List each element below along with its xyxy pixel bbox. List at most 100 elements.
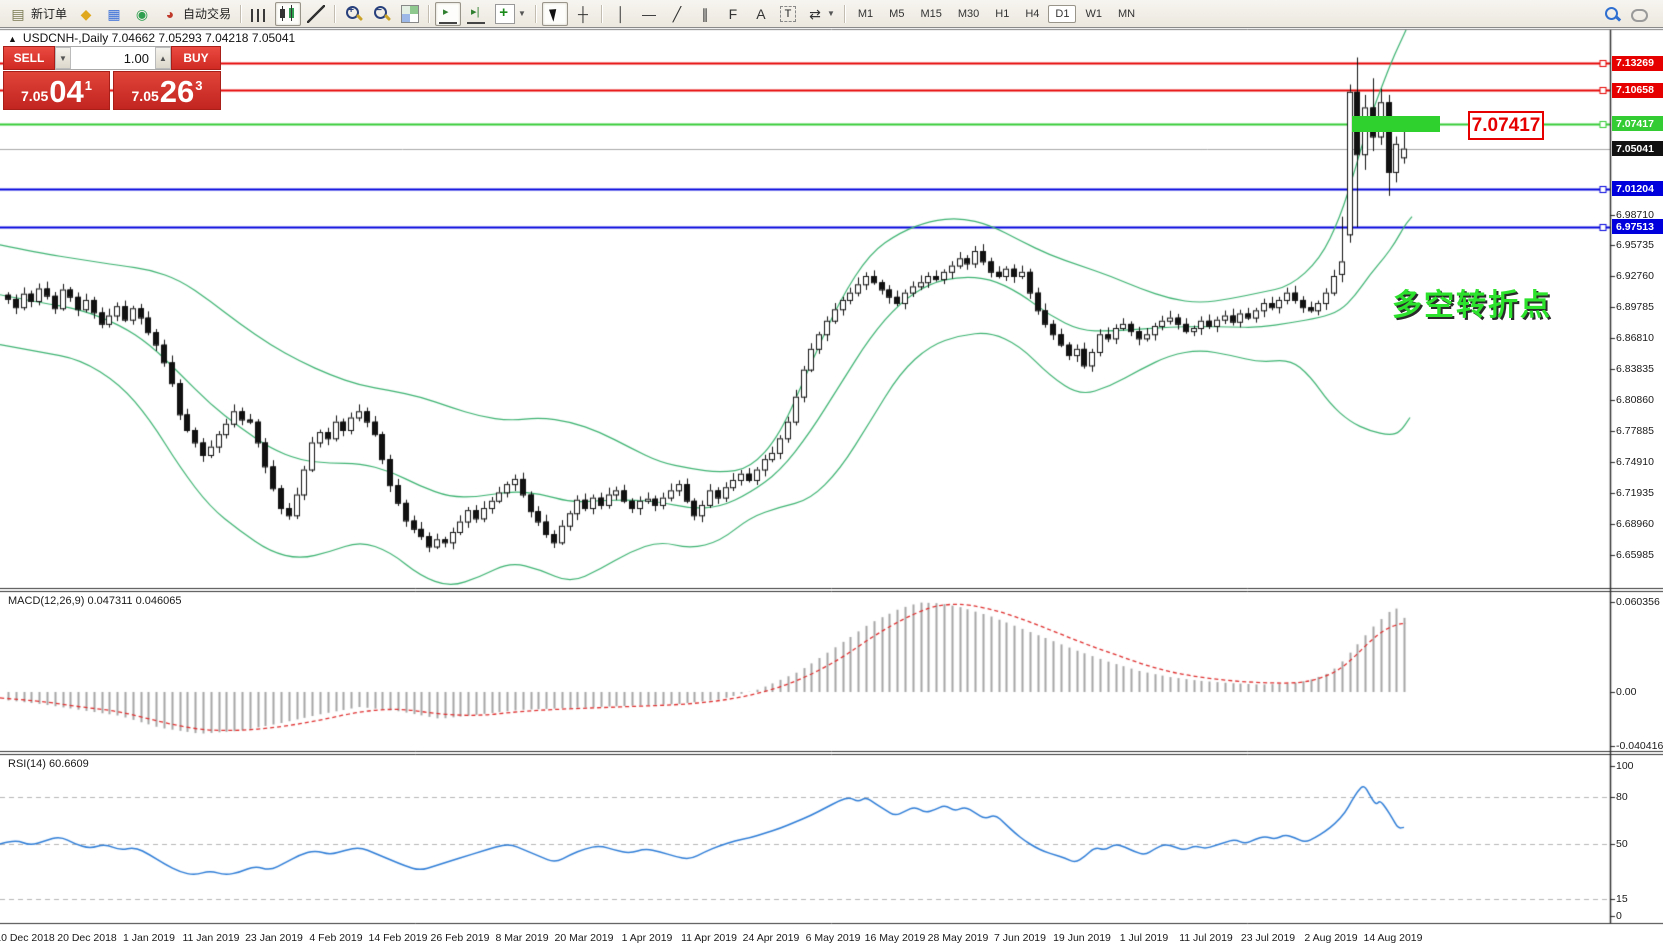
arrows-tool-button[interactable]: ⇄ ▼ <box>802 2 839 26</box>
price-axis-tick-label: 6.80860 <box>1616 394 1654 407</box>
macd-axis-label: -0.040416 <box>1616 740 1663 752</box>
candlestick-chart-button-glyph <box>279 4 298 23</box>
macd-axis-label: 0.060356 <box>1616 596 1660 608</box>
volume-decrease-button[interactable]: ▼ <box>55 47 71 69</box>
symbols-icon[interactable]: ◆ <box>73 2 99 26</box>
rsi-axis-label: 100 <box>1616 760 1634 772</box>
text-tool-button[interactable]: A <box>748 2 774 26</box>
hline-tool-button[interactable]: — <box>636 2 662 26</box>
price-axis-tick-label: 6.74910 <box>1616 456 1654 469</box>
date-axis-label: 20 Dec 2018 <box>57 932 117 944</box>
vline-tool-button[interactable]: │ <box>608 2 634 26</box>
timeframe-d1[interactable]: D1 <box>1048 4 1077 23</box>
price-axis-tick-label: 6.89785 <box>1616 301 1654 314</box>
rsi-axis-label: 50 <box>1616 838 1628 850</box>
symbol-period: USDCNH-,Daily <box>22 31 109 45</box>
crosshair-tool-button[interactable]: ┼ <box>570 2 596 26</box>
label-tool-button-glyph: T <box>779 6 796 22</box>
auto-scroll-button[interactable]: ▸ <box>435 1 462 26</box>
navigator-icon[interactable]: ◉ <box>129 2 155 26</box>
buy-price-sup: 3 <box>195 78 203 93</box>
new-order-button[interactable]: ▤ 新订单 <box>5 2 71 26</box>
data-window-icon[interactable]: ▦ <box>101 2 127 26</box>
toolbar-separator <box>600 4 603 23</box>
ohlc-open: 7.04662 <box>111 31 155 45</box>
date-axis-label: 6 May 2019 <box>805 932 861 944</box>
sell-price-small: 7.05 <box>21 88 49 104</box>
chat-icon[interactable] <box>1627 2 1652 26</box>
autotrading-button-glyph: ◕ <box>165 5 175 22</box>
highlight-zone <box>1352 116 1440 132</box>
zoom-out-button-glyph: − <box>373 5 392 23</box>
trendline-tool-button-glyph: ╱ <box>672 5 682 22</box>
date-axis-label: 8 Mar 2019 <box>495 932 549 944</box>
trendline-tool-button[interactable]: ╱ <box>664 2 690 26</box>
price-level-chip: 7.05041 <box>1612 141 1663 157</box>
cursor-tool-button[interactable] <box>541 1 568 26</box>
label-tool-button[interactable]: T <box>776 2 800 26</box>
navigator-icon-glyph: ◉ <box>135 5 149 22</box>
indicators-button[interactable]: + ▼ <box>491 2 530 26</box>
toolbar-separator <box>534 4 537 23</box>
channel-tool-button[interactable]: ∥ <box>692 2 718 26</box>
bar-chart-button[interactable] <box>247 2 273 26</box>
date-axis-label: 24 Apr 2019 <box>742 932 800 944</box>
timeframe-h1[interactable]: H1 <box>995 7 1010 20</box>
timeframe-m15[interactable]: M15 <box>920 7 942 20</box>
price-axis-tick-label: 6.86810 <box>1616 332 1654 345</box>
candlestick-chart-button[interactable] <box>275 1 302 26</box>
date-axis-label: 11 Jul 2019 <box>1179 932 1233 944</box>
date-axis-label: 11 Jan 2019 <box>182 932 240 944</box>
panel-collapse-arrow[interactable]: ▲ <box>8 34 17 44</box>
timeframe-h4[interactable]: H4 <box>1025 7 1040 20</box>
chart-shift-button-glyph: ▸| <box>467 4 486 24</box>
date-axis-label: 1 Apr 2019 <box>621 932 673 944</box>
buy-button[interactable]: BUY <box>171 46 221 70</box>
timeframe-w1[interactable]: W1 <box>1085 7 1102 20</box>
arrows-tool-button-glyph: ⇄ <box>809 5 821 22</box>
channel-tool-button-glyph: ∥ <box>701 5 709 22</box>
date-axis-label: 14 Feb 2019 <box>368 932 428 944</box>
cursor-tool-button-glyph <box>548 7 560 22</box>
date-axis-label: 19 Jun 2019 <box>1053 932 1111 944</box>
line-chart-button[interactable] <box>303 2 329 26</box>
zoom-out-button[interactable]: − <box>369 2 395 26</box>
price-axis-tick-label: 6.83835 <box>1616 363 1654 376</box>
buy-price[interactable]: 7.05 26 3 <box>113 71 221 110</box>
text-tool-button-glyph: A <box>756 5 766 22</box>
dropdown-arrow-icon[interactable]: ▼ <box>518 9 526 18</box>
fibonacci-tool-button[interactable]: F <box>720 2 746 26</box>
volume-input[interactable] <box>71 47 155 69</box>
price-axis-tick-label: 6.98710 <box>1616 208 1654 221</box>
line-chart-button-glyph <box>307 4 326 23</box>
timeframe-mn[interactable]: MN <box>1117 7 1136 20</box>
main-toolbar: ▤ 新订单 ◆ ▦ ◉ ◕ 自动交易 + − ▸ ▸| + ▼ ┼ │ — ╱ ∥ F A T ⇄ ▼ M1 M5 M15 M30 H… <box>0 0 1663 28</box>
rsi-axis-label: 80 <box>1616 791 1628 803</box>
autotrading-button[interactable]: ◕ 自动交易 <box>157 2 235 26</box>
price-axis-tick-label: 6.92760 <box>1616 270 1654 283</box>
zoom-in-button-glyph: + <box>345 5 364 23</box>
chart-shift-button[interactable]: ▸| <box>463 2 489 26</box>
price-axis-tick-label: 6.77885 <box>1616 425 1654 438</box>
timeframe-m1[interactable]: M1 <box>857 7 874 20</box>
tile-windows-button[interactable] <box>397 2 423 26</box>
volume-box: ▼ ▲ <box>55 46 171 70</box>
volume-increase-button[interactable]: ▲ <box>155 47 171 69</box>
zoom-in-button[interactable]: + <box>341 2 367 26</box>
auto-scroll-button-glyph: ▸ <box>439 4 458 24</box>
sell-price-big: 04 <box>49 74 84 109</box>
timeframe-m30[interactable]: M30 <box>957 7 980 20</box>
date-axis-label: 23 Jul 2019 <box>1240 932 1296 944</box>
sell-button[interactable]: SELL <box>3 46 55 70</box>
rsi-axis-label: 0 <box>1616 910 1622 922</box>
toolbar-separator <box>334 4 337 23</box>
timeframe-m5[interactable]: M5 <box>889 7 905 20</box>
sell-price[interactable]: 7.05 04 1 <box>3 71 110 110</box>
buy-price-small: 7.05 <box>131 88 159 104</box>
search-icon[interactable] <box>1599 2 1625 26</box>
dropdown-arrow-icon[interactable]: ▼ <box>826 9 835 18</box>
price-axis-tick-label: 6.71935 <box>1616 487 1654 500</box>
date-axis-label: 20 Mar 2019 <box>554 932 614 944</box>
